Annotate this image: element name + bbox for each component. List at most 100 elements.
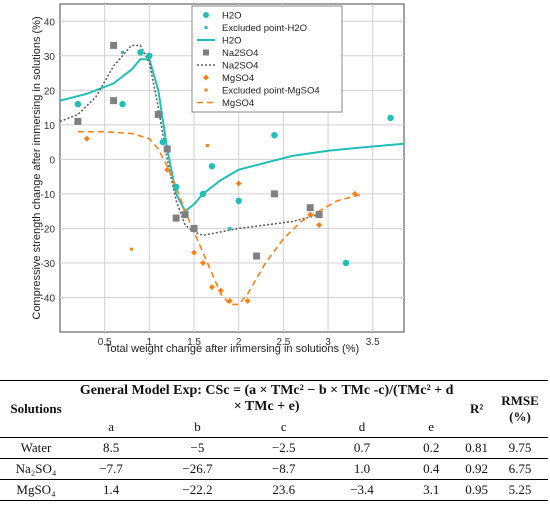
data-point xyxy=(307,211,314,218)
rmse-header: RMSE (%) xyxy=(492,380,548,438)
cell-b: −5 xyxy=(190,440,205,455)
cell-c: 23.6 xyxy=(272,482,296,497)
data-point xyxy=(137,49,144,56)
table-header-row: Solutions General Model Exp: CSc = (a × … xyxy=(0,380,548,438)
data-point xyxy=(181,211,189,219)
data-point xyxy=(191,249,198,256)
data-point xyxy=(228,226,232,230)
cell-a: 8.5 xyxy=(103,440,120,455)
data-point xyxy=(159,138,166,146)
fit-curve xyxy=(59,44,320,237)
data-point xyxy=(74,100,82,108)
data-point xyxy=(342,259,350,267)
data-point xyxy=(306,204,314,212)
cell-r2: 0.95 xyxy=(465,482,488,497)
cell-r2: 0.81 xyxy=(465,440,488,455)
legend-label: H2O xyxy=(222,36,242,47)
data-point xyxy=(316,221,323,228)
model-caption: General Model Exp: CSc = (a × TMc² − b ×… xyxy=(79,383,454,414)
model-table-container: Solutions General Model Exp: CSc = (a × … xyxy=(0,380,550,501)
data-point xyxy=(110,97,118,105)
data-point xyxy=(208,163,216,170)
data-point xyxy=(110,41,118,49)
data-point xyxy=(146,52,153,59)
param-header-row: a b c d e xyxy=(0,417,548,438)
model-parameters-table: Solutions General Model Exp: CSc = (a × … xyxy=(0,380,548,501)
x-tick-label: 3.5 xyxy=(366,337,380,348)
data-point xyxy=(270,190,278,198)
data-point xyxy=(235,180,242,187)
legend-box xyxy=(191,5,343,113)
param-header-a: a xyxy=(108,419,115,434)
legend-label: MgSO4 xyxy=(222,73,254,84)
param-header-d: d xyxy=(358,419,366,434)
param-header-e: e xyxy=(428,419,435,434)
data-point xyxy=(154,110,162,118)
legend-label: Excluded point-MgSO4 xyxy=(222,86,320,97)
table-row: MgSO₄ 1.4 −22.2 23.6 −3.4 3.1 0.95 5.25 xyxy=(0,480,548,501)
data-point xyxy=(205,144,209,148)
y-tick-label: -20 xyxy=(41,224,56,235)
cell-e: 3.1 xyxy=(423,482,440,497)
legend-label: Na2SO4 xyxy=(222,61,258,72)
cell-c: −2.5 xyxy=(271,440,296,455)
legend-swatch xyxy=(203,49,209,56)
data-point xyxy=(253,252,261,260)
solutions-header: Solutions xyxy=(0,380,72,438)
data-point xyxy=(190,224,198,232)
cell-a: 1.4 xyxy=(103,482,120,497)
cell-a: −7.7 xyxy=(99,461,123,476)
cell-d: −3.4 xyxy=(350,482,374,497)
y-tick-label: 10 xyxy=(44,121,56,132)
cell-b: −26.7 xyxy=(182,461,213,476)
data-point xyxy=(271,132,278,139)
table-row: Na₂SO₄ −7.7 −26.7 −8.7 1.0 0.4 0.92 6.75 xyxy=(0,459,548,480)
x-tick-label: 1.5 xyxy=(187,337,201,348)
fit-curve xyxy=(77,130,364,306)
y-tick-label: 20 xyxy=(44,86,56,97)
x-axis-label: Total weight change after immersing in s… xyxy=(105,343,359,355)
legend-swatch xyxy=(203,12,209,18)
data-point xyxy=(129,247,133,251)
x-tick-label: 2 xyxy=(236,337,242,348)
data-point xyxy=(119,100,126,108)
row-name: Na₂SO₄ xyxy=(15,461,57,476)
data-point xyxy=(172,183,180,191)
r2-header: R² xyxy=(461,380,492,438)
cell-r2: 0.92 xyxy=(465,461,488,476)
data-point xyxy=(163,145,171,153)
y-tick-label: -40 xyxy=(41,293,56,304)
data-point xyxy=(199,190,207,198)
cell-c: −8.7 xyxy=(271,461,296,476)
x-tick-label: 3 xyxy=(325,337,331,348)
data-point xyxy=(199,259,206,266)
y-tick-label: -10 xyxy=(41,190,56,201)
data-point xyxy=(387,114,394,122)
data-point xyxy=(217,287,224,294)
y-tick-label: 40 xyxy=(44,17,56,28)
y-tick-label: 30 xyxy=(44,52,56,63)
legend-label: Excluded point-H2O xyxy=(222,23,307,34)
legend-swatch xyxy=(204,88,208,92)
legend-label: Na2SO4 xyxy=(222,48,258,59)
y-tick-labels: 40 30 20 10 0 -10 -20 -30 -40 xyxy=(41,17,56,304)
legend-swatch xyxy=(204,26,208,29)
data-points xyxy=(74,41,394,304)
cell-d: 0.7 xyxy=(353,440,371,455)
legend-swatch xyxy=(203,74,209,81)
table-row: Water 8.5 −5 −2.5 0.7 0.2 0.81 9.75 xyxy=(0,438,548,459)
data-point xyxy=(226,297,233,304)
legend-label: MgSO4 xyxy=(222,98,254,109)
x-tick-label: 1 xyxy=(147,337,153,348)
data-point xyxy=(315,211,323,219)
scatter-chart: 40 30 20 10 0 -10 -20 -30 -40 0.5 1 1.5 2 2.5 3 3.5 H2… xyxy=(31,3,405,355)
x-tick-labels: 0.5 1 1.5 2 2.5 3 3.5 xyxy=(98,337,380,348)
legend-label: H2O xyxy=(222,11,242,22)
row-name: MgSO₄ xyxy=(16,482,56,497)
cell-rmse: 9.75 xyxy=(508,440,532,455)
param-header-b: b xyxy=(194,419,201,434)
data-point xyxy=(351,190,358,197)
data-point xyxy=(74,117,82,125)
data-point xyxy=(121,50,125,54)
